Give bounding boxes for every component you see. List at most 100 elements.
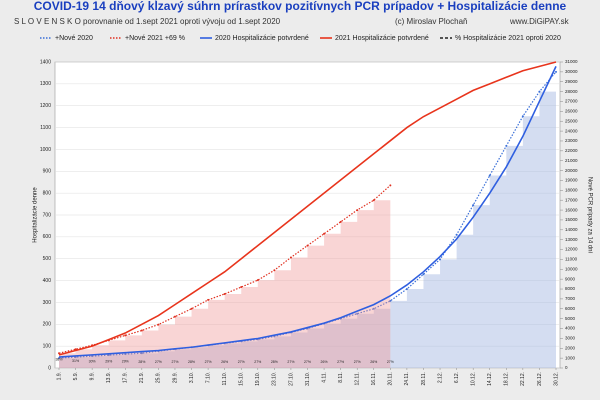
x-tick-label: 21.9. [139, 372, 145, 383]
data-point [389, 184, 392, 187]
y2-tick-label: 6000 [565, 306, 576, 311]
data-label: 27% [337, 360, 344, 364]
data-point [256, 279, 259, 282]
x-tick-label: 11.10. [222, 372, 228, 386]
chart-title: COVID-19 14 dňový kĺzavý súhrn prírastko… [34, 0, 567, 13]
x-tick-label: 26.12. [537, 372, 543, 386]
y2-tick-label: 0 [565, 365, 568, 370]
y2-tick-label: 26000 [565, 109, 578, 114]
y-tick-label: 1000 [40, 147, 51, 153]
y-tick-label: 800 [43, 190, 52, 196]
x-tick-label: 20.11. [388, 372, 394, 386]
x-tick-label: 16.11. [371, 372, 377, 386]
y-tick-label: 200 [43, 322, 52, 328]
data-label: 27% [155, 360, 162, 364]
data-point [339, 220, 342, 223]
legend-label: 2020 Hospitalizácie potvrdené [215, 35, 309, 42]
y-tick-label: 700 [43, 212, 52, 218]
y2-tick-label: 17000 [565, 197, 578, 202]
data-point [207, 298, 210, 301]
y2-tick-label: 18000 [565, 188, 578, 193]
data-point [124, 353, 127, 356]
x-tick-label: 10.12. [470, 372, 476, 386]
y2-tick-label: 14000 [565, 227, 578, 232]
data-point [124, 334, 127, 337]
y-axis-title: Hospitalizácie denne [33, 187, 39, 243]
data-label: 27% [254, 360, 261, 364]
data-point [223, 292, 226, 295]
x-tick-label: 19.10. [255, 372, 261, 386]
y2-tick-label: 21000 [565, 158, 578, 163]
data-label: 31% [72, 359, 79, 363]
y2-tick-label: 20000 [565, 168, 578, 173]
y2-tick-label: 25000 [565, 118, 578, 123]
y2-axis-title: Nové PCR prípady za 14 dní [586, 177, 592, 254]
data-point [356, 209, 359, 212]
data-point [356, 312, 359, 315]
data-label: 38% [55, 358, 62, 362]
y-tick-label: 1400 [40, 59, 51, 65]
y-tick-label: 600 [43, 234, 52, 240]
legend-label: 2021 Hospitalizácie potvrdené [335, 35, 429, 42]
y2-tick-label: 4000 [565, 326, 576, 331]
data-point [555, 70, 557, 73]
y2-tick-label: 28000 [565, 89, 578, 94]
y2-tick-label: 3000 [565, 336, 576, 341]
data-point [422, 273, 425, 276]
data-point [439, 258, 442, 261]
x-tick-label: 13.9. [106, 372, 112, 383]
y2-tick-label: 7000 [565, 296, 576, 301]
series-line [58, 66, 557, 358]
data-point [157, 323, 160, 326]
data-point [273, 269, 276, 272]
data-label: 26% [321, 360, 328, 364]
data-label: 30% [89, 359, 96, 363]
data-point [173, 315, 176, 318]
y2-tick-label: 22000 [565, 148, 578, 153]
data-label: 29% [122, 360, 129, 364]
y2-tick-label: 27000 [565, 99, 578, 104]
data-label: 27% [387, 360, 394, 364]
x-tick-label: 27.10. [288, 372, 294, 386]
y-tick-label: 900 [43, 169, 52, 175]
x-tick-label: 7.10. [205, 372, 211, 383]
x-tick-label: 9.9. [89, 372, 95, 380]
x-tick-label: 23.10. [272, 372, 278, 386]
legend-label: % Hospitalizácie 2021 oproti 2020 [455, 35, 561, 42]
x-tick-label: 31.10. [305, 372, 311, 386]
data-point [140, 352, 143, 355]
y2-tick-label: 29000 [565, 79, 578, 84]
data-label: 27% [287, 360, 294, 364]
x-tick-label: 30.12. [553, 372, 559, 386]
data-point [472, 204, 475, 207]
data-label: 28% [188, 360, 195, 364]
data-point [240, 286, 243, 289]
x-tick-label: 14.12. [487, 372, 493, 386]
data-point [323, 232, 326, 235]
data-point [107, 354, 110, 357]
y-tick-label: 300 [43, 300, 52, 306]
x-tick-label: 1.9. [56, 372, 62, 380]
y2-tick-label: 8000 [565, 286, 576, 291]
y2-tick-label: 5000 [565, 316, 576, 321]
y2-tick-label: 11000 [565, 257, 578, 262]
y-tick-label: 400 [43, 278, 52, 284]
y2-tick-label: 23000 [565, 138, 578, 143]
x-tick-label: 25.9. [156, 372, 162, 383]
x-tick-label: 18.12. [504, 372, 510, 386]
y2-tick-label: 10000 [565, 266, 578, 271]
data-point [521, 115, 524, 118]
data-point [372, 199, 375, 202]
y2-tick-label: 16000 [565, 207, 578, 212]
x-tick-label: 4.11. [321, 372, 327, 383]
y2-tick-label: 15000 [565, 217, 578, 222]
data-label: 27% [354, 360, 361, 364]
y2-tick-label: 9000 [565, 276, 576, 281]
y2-tick-label: 13000 [565, 237, 578, 242]
y-tick-label: 500 [43, 256, 52, 262]
y2-tick-label: 12000 [565, 247, 578, 252]
data-point [488, 174, 491, 177]
x-tick-label: 3.10. [189, 372, 195, 383]
legend-label: +Nové 2021 +69 % [125, 35, 185, 42]
